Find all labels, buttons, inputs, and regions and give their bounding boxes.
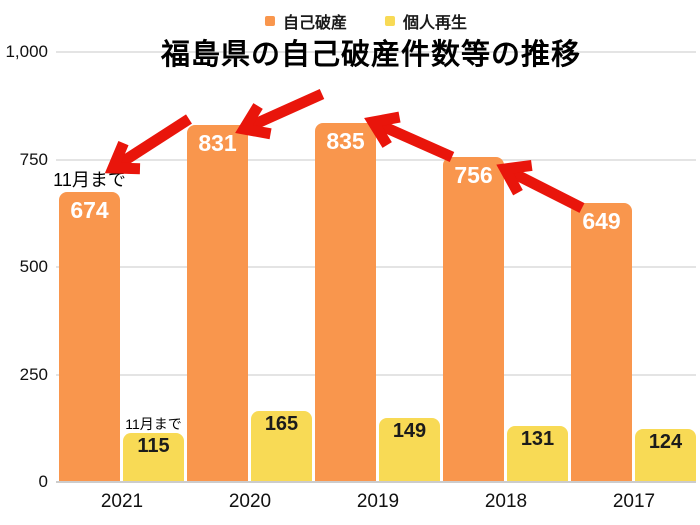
x-axis-label-2017: 2017 — [612, 491, 656, 512]
bar-rehabilitation-2017 — [635, 428, 696, 482]
y-axis-label-750: 750 — [19, 149, 48, 169]
y-axis-label-0: 0 — [38, 472, 48, 491]
bar-value-bankruptcy-2020: 831 — [198, 129, 237, 156]
gridline-250 — [56, 373, 696, 376]
arrow-shaft-2019 — [377, 119, 455, 163]
x-axis-label-2018: 2018 — [484, 491, 528, 512]
bar-value-bankruptcy-2017: 649 — [582, 207, 621, 234]
bar-value-rehabilitation-2020: 165 — [264, 413, 299, 436]
annotation-bankruptcy-2021: 11月まで — [53, 170, 126, 191]
bar-rehabilitation-2020 — [251, 411, 312, 482]
arrow-head-2019 — [364, 111, 401, 148]
bar-bankruptcy-2019 — [315, 122, 376, 482]
bar-bankruptcy-2018 — [443, 156, 504, 482]
bar-value-rehabilitation-2017: 124 — [648, 430, 683, 453]
legend-swatch-rehabilitation — [385, 16, 395, 26]
annotation-rehabilitation-2021: 11月まで — [125, 415, 182, 432]
bar-bankruptcy-2021 — [59, 192, 120, 482]
x-axis-label-2019: 2019 — [356, 491, 400, 512]
gridline-1000 — [56, 51, 696, 53]
bar-value-bankruptcy-2019: 835 — [326, 127, 365, 154]
gridline-500 — [56, 266, 696, 268]
legend: 自己破産 個人再生 — [264, 9, 467, 33]
bar-value-rehabilitation-2021: 115 — [137, 434, 170, 457]
bar-rehabilitation-2018 — [507, 425, 568, 482]
x-axis-label-2021: 2021 — [100, 491, 144, 512]
bar-rehabilitation-2021 — [123, 432, 184, 482]
bar-bankruptcy-2017 — [571, 202, 632, 482]
x-axis-label-2020: 2020 — [228, 491, 272, 512]
legend-item-rehabilitation: 個人再生 — [385, 9, 467, 33]
bar-value-bankruptcy-2021: 674 — [70, 197, 109, 224]
bar-value-rehabilitation-2019: 149 — [392, 419, 427, 442]
bar-bankruptcy-2020 — [187, 124, 248, 482]
y-axis-label-1000: 1,000 — [5, 42, 48, 61]
arrow-head-2018 — [496, 160, 533, 196]
y-axis-label-500: 500 — [19, 257, 48, 276]
x-axis-line — [56, 481, 696, 483]
gridline-750 — [56, 158, 696, 161]
legend-swatch-bankruptcy — [264, 16, 275, 26]
legend-label-bankruptcy: 自己破産 — [282, 15, 347, 32]
arrow-shaft-2021 — [115, 114, 192, 169]
arrow-head-2021 — [104, 140, 141, 175]
y-axis-label-250: 250 — [19, 364, 48, 384]
bar-rehabilitation-2019 — [379, 417, 440, 482]
legend-item-bankruptcy: 自己破産 — [264, 9, 347, 33]
chart-title: 福島県の自己破産件数等の推移 — [160, 39, 581, 71]
arrow-shaft-2018 — [508, 167, 585, 213]
arrow-shaft-2020 — [248, 88, 325, 132]
legend-label-rehabilitation: 個人再生 — [403, 15, 468, 32]
bar-value-rehabilitation-2018: 131 — [520, 427, 555, 450]
bar-value-bankruptcy-2018: 756 — [454, 161, 493, 188]
